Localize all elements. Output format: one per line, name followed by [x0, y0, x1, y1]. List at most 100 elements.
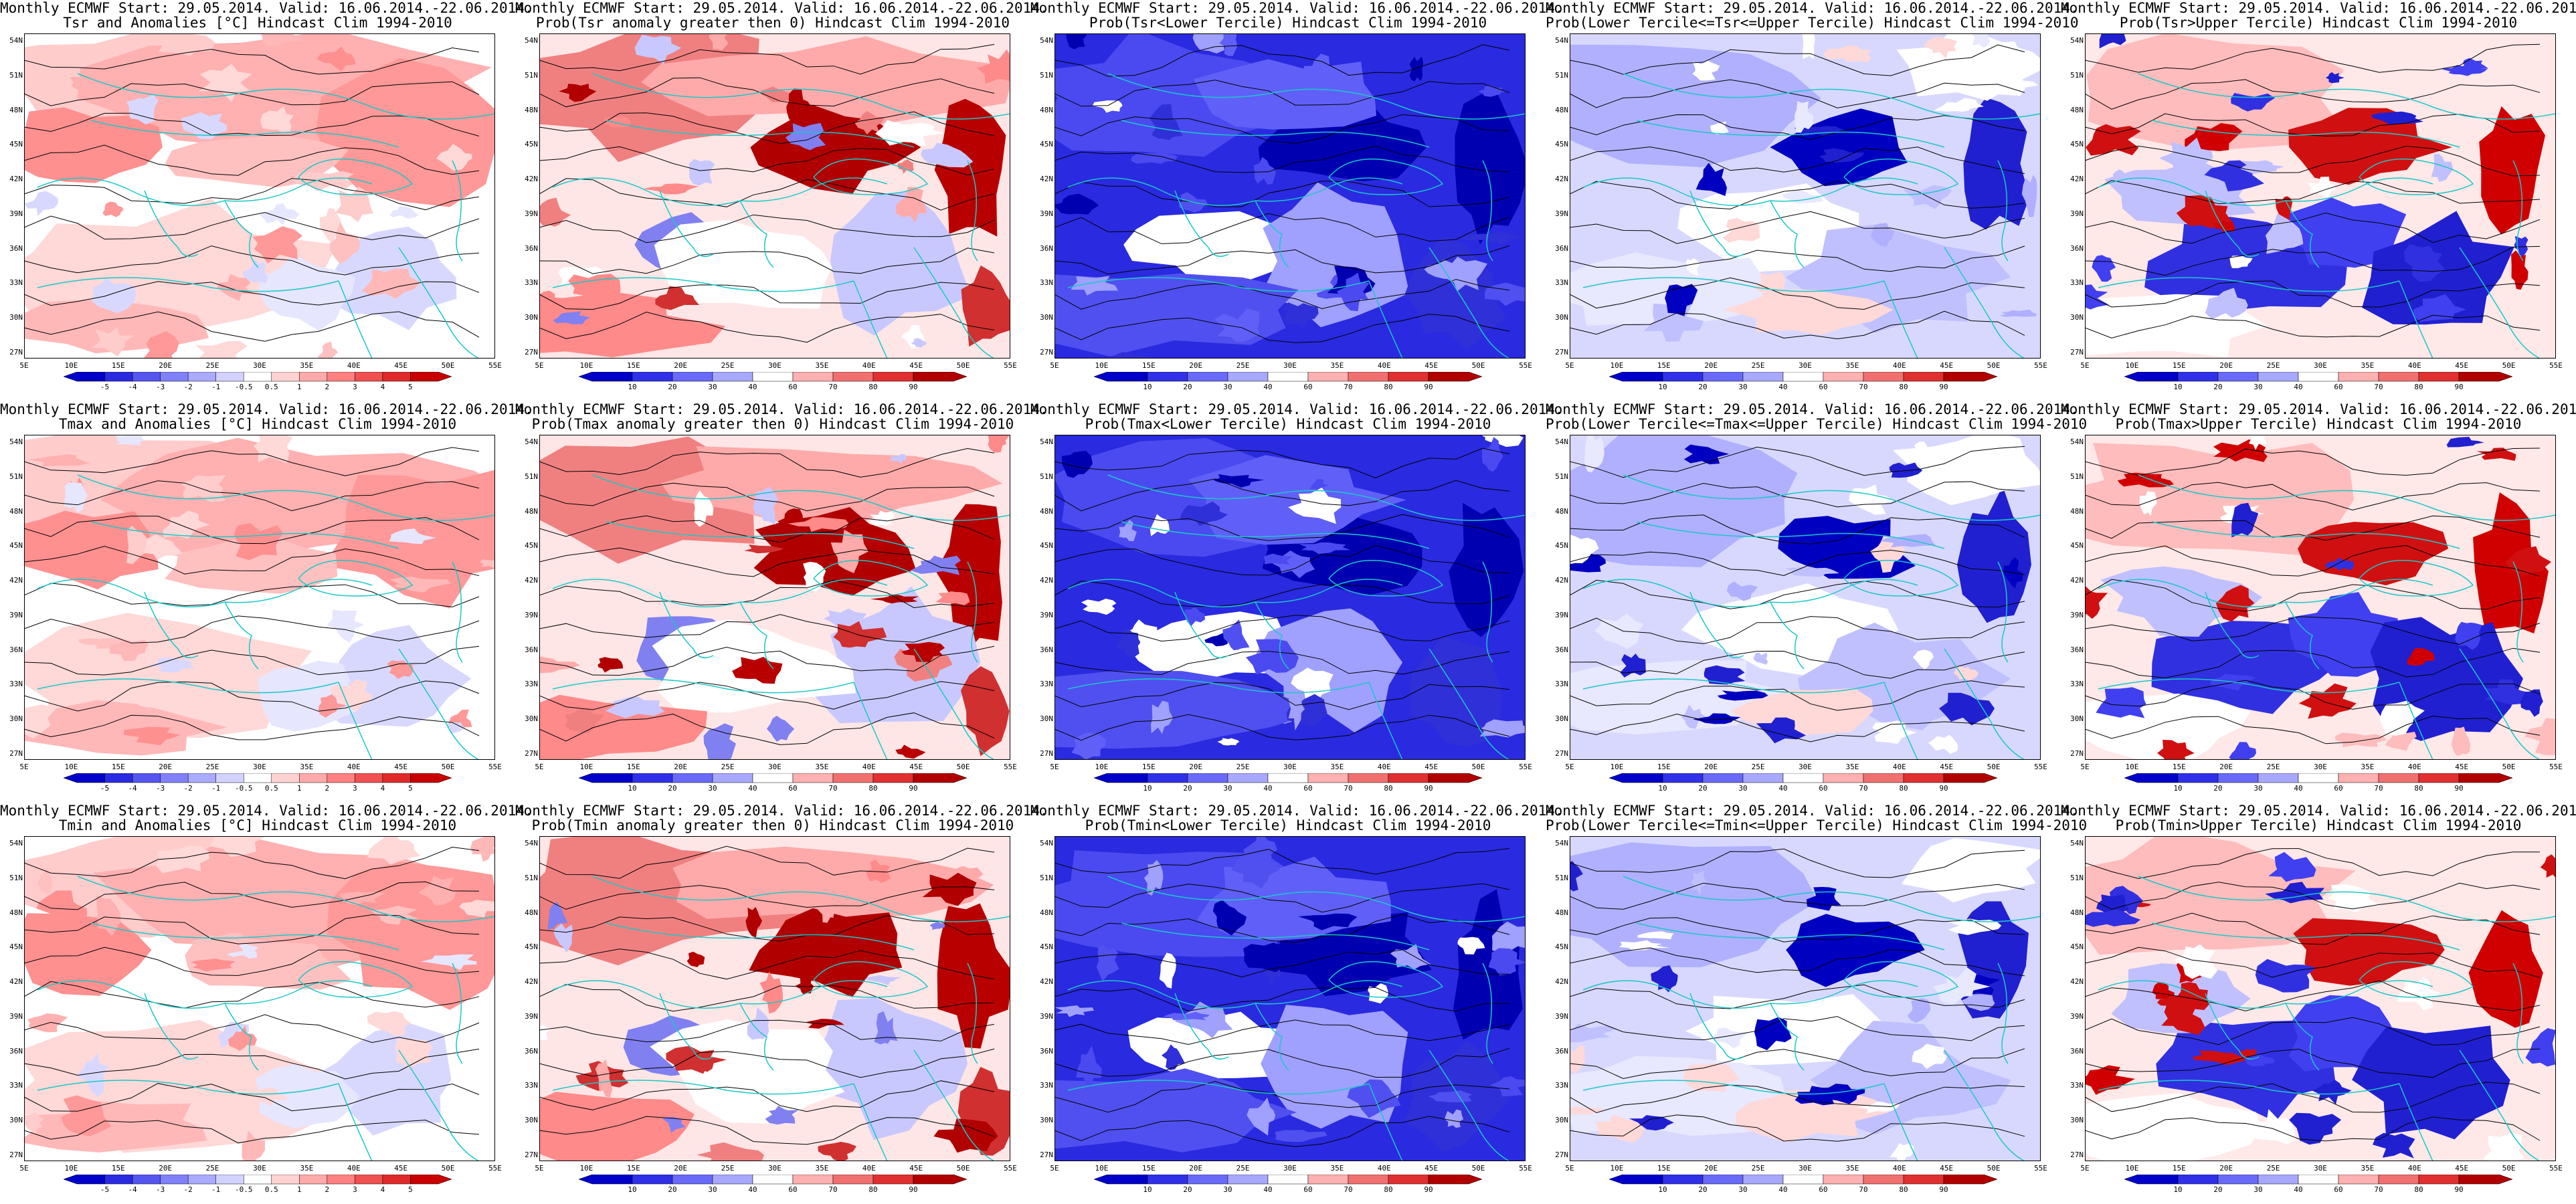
coastline: [592, 73, 1010, 120]
shaded-patch: [91, 327, 134, 357]
coastline: [1328, 560, 1444, 597]
shaded-patch: [2431, 153, 2454, 183]
longitude-label: 55E: [1004, 763, 1017, 771]
coastline: [144, 993, 199, 1060]
longitude-label: 25E: [1751, 1164, 1765, 1173]
shaded-patch: [234, 523, 283, 561]
panel-title: Monthly ECMWF Start: 29.05.2014. Valid: …: [2061, 803, 2576, 819]
latitude-label: 51N: [2070, 472, 2084, 481]
shaded-patch: [2328, 884, 2381, 913]
shaded-patch: [1062, 450, 1093, 478]
colorbar-label: 3: [353, 1185, 357, 1194]
shaded-patch: [605, 696, 664, 718]
shaded-patch: [1119, 520, 1137, 542]
colorbar-label: 5: [408, 784, 413, 793]
longitude-label: 55E: [1519, 1164, 1532, 1173]
isotherm: [1570, 848, 2025, 878]
latitude-label: 45N: [1040, 942, 1053, 952]
panel-title: Monthly ECMWF Start: 29.05.2014. Valid: …: [1546, 803, 2079, 819]
isotherm: [24, 81, 480, 106]
shaded-patch: [2312, 1080, 2352, 1105]
colorbar-swatch: [1863, 773, 1904, 783]
shaded-patch: [421, 954, 477, 971]
map-panel: Monthly ECMWF Start: 29.05.2014. Valid: …: [1546, 803, 2087, 1204]
coastline: [853, 682, 888, 760]
panel-title: Monthly ECMWF Start: 29.05.2014. Valid: …: [2061, 0, 2576, 16]
colorbar-label: 30: [708, 383, 717, 391]
shaded-patch: [2157, 740, 2195, 760]
colorbar-label: 60: [1819, 383, 1828, 391]
colorbar-label: -0.5: [234, 383, 253, 391]
colorbar-label: 60: [2334, 784, 2343, 793]
isotherm: [539, 43, 995, 75]
colorbar-label: 80: [1384, 383, 1393, 391]
coastline: [90, 922, 399, 950]
coastline: [1255, 200, 1289, 268]
shaded-patch: [2476, 447, 2516, 461]
contour-lines: [1054, 848, 1510, 1147]
colorbar-swatch: [1662, 773, 1704, 783]
coastline: [338, 682, 373, 760]
colorbar-swatch: [1702, 773, 1744, 783]
isotherm: [2085, 280, 2541, 308]
longitude-label: 15E: [626, 763, 640, 771]
longitude-label: 45E: [2455, 1164, 2469, 1173]
isotherm: [24, 281, 480, 306]
shaded-field: [2085, 435, 2556, 760]
shaded-patch: [1488, 948, 1526, 976]
shaded-patch: [1819, 148, 1865, 163]
longitude-label: 35E: [1845, 763, 1859, 771]
shaded-patch: [1584, 435, 1604, 473]
latitude-label: 36N: [1040, 243, 1053, 253]
map-panel: Monthly ECMWF Start: 29.05.2014. Valid: …: [515, 0, 1048, 401]
coastline: [77, 474, 495, 521]
shaded-patch: [316, 46, 356, 72]
coastline: [224, 1003, 259, 1071]
colorbar-label: 70: [2374, 383, 2383, 391]
shaded-patch: [1651, 965, 1678, 993]
latitude-label: 36N: [1555, 1046, 1568, 1056]
contour-lines: [539, 447, 995, 745]
latitude-label: 33N: [1040, 680, 1053, 689]
colorbar-swatch: [327, 773, 355, 783]
colorbar-swatch: [355, 372, 383, 382]
isotherm: [539, 214, 995, 243]
colorbar-swatch: [1307, 1175, 1349, 1185]
latitude-label: 36N: [525, 243, 538, 253]
latitude-label: 36N: [9, 1046, 23, 1056]
colorbar: [579, 372, 967, 382]
coastline: [1482, 160, 1493, 262]
shaded-patch: [156, 845, 209, 874]
longitude-label: 35E: [815, 1164, 829, 1173]
latitude-label: 36N: [2070, 645, 2084, 654]
coastlines: [552, 73, 1010, 359]
shaded-patch: [988, 435, 1010, 453]
shaded-patch: [553, 311, 591, 324]
colorbar-swatch: [243, 372, 272, 382]
shaded-patch: [709, 33, 729, 51]
map-frame: [1054, 435, 1526, 760]
colorbar-label: 10: [1658, 383, 1667, 391]
shaded-patch: [869, 510, 895, 526]
colorbar-swatch: [1094, 1175, 1148, 1185]
shaded-patch: [292, 171, 354, 191]
isotherm: [1570, 79, 2025, 108]
latitude-label: 42N: [1555, 576, 1568, 585]
isotherm: [24, 914, 480, 944]
colorbar-label: 90: [1424, 1185, 1433, 1194]
coastline: [2359, 560, 2474, 597]
colorbar-swatch: [355, 1175, 383, 1185]
longitude-label: 45E: [2455, 361, 2469, 370]
colorbar-label: 90: [1939, 784, 1948, 793]
colorbar-label: 70: [1859, 784, 1868, 793]
shaded-patch: [1336, 272, 1370, 312]
colorbar: [2124, 773, 2512, 783]
latitude-label: 48N: [525, 908, 538, 917]
shaded-region: [654, 219, 832, 309]
isotherm: [2085, 515, 2541, 541]
colorbar-label: 10: [628, 383, 637, 391]
shaded-patch: [666, 1045, 727, 1074]
colorbar-label: 90: [1939, 1185, 1948, 1194]
shaded-patch: [2248, 435, 2268, 450]
latitude-label: 27N: [525, 749, 538, 758]
